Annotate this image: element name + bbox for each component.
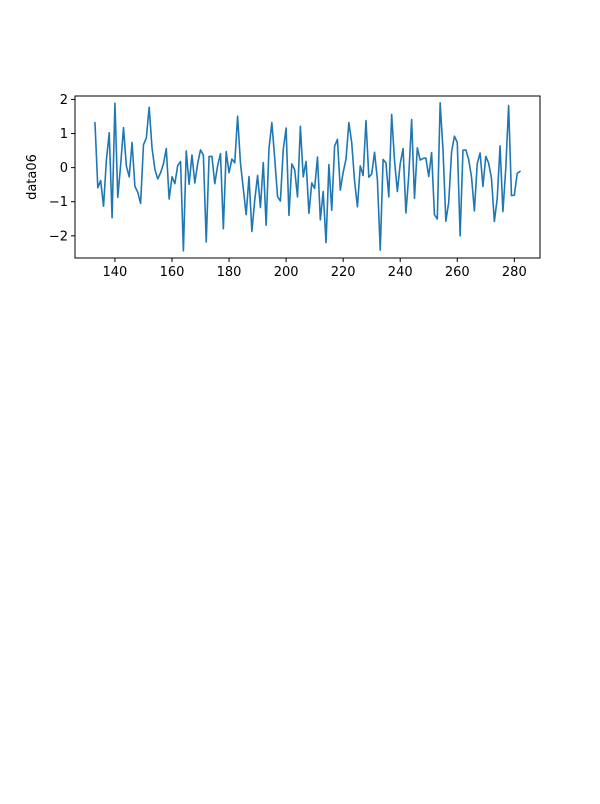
x-tick-label: 140 [103, 265, 128, 280]
y-tick-label: 2 [60, 93, 68, 108]
x-tick-label: 160 [160, 265, 185, 280]
y-tick-label: −1 [49, 195, 68, 210]
series-layer [94, 102, 521, 252]
x-tick-label: 200 [274, 265, 299, 280]
x-tick-label: 260 [445, 265, 470, 280]
plot-frame [74, 95, 541, 259]
y-tick-label: 0 [60, 161, 68, 176]
y-axis-label: data06 [25, 154, 40, 200]
x-tick-label: 220 [331, 265, 356, 280]
y-tick-label: −2 [49, 229, 68, 244]
axes-layer: 140 160 180 200 220 240 260 280 −2 −1 0 1 2 [49, 93, 527, 280]
y-tick-label: 1 [60, 127, 68, 142]
series-line [94, 102, 521, 252]
x-tick-label: 280 [502, 265, 527, 280]
x-tick-label: 240 [388, 265, 413, 280]
x-tick-label: 180 [217, 265, 242, 280]
